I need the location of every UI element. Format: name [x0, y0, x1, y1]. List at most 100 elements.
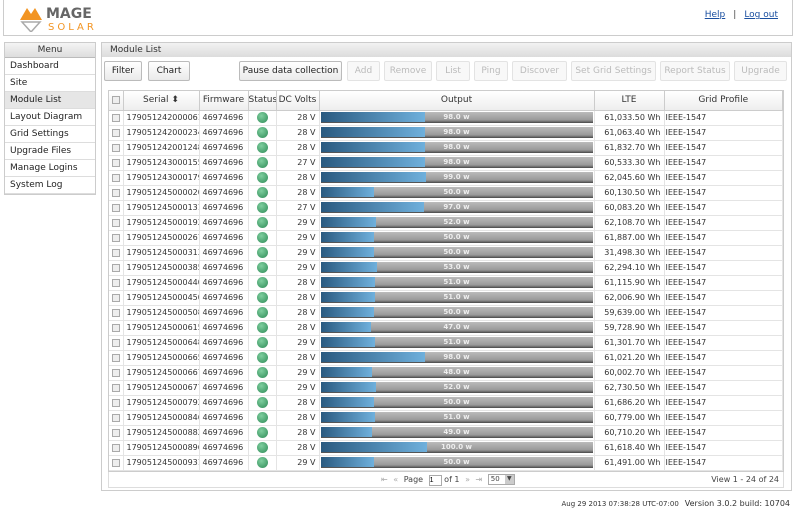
- row-checkbox[interactable]: [109, 365, 124, 381]
- row-checkbox[interactable]: [109, 260, 124, 276]
- serial-cell: 179051243000179: [123, 170, 200, 186]
- row-checkbox[interactable]: [109, 455, 124, 471]
- row-checkbox[interactable]: [109, 305, 124, 321]
- table-row[interactable]: 179051245000931 46974696 29 V 50.0 w 61,491.…: [109, 455, 783, 471]
- output-value: 98.0 w: [443, 353, 470, 361]
- sidebar-item-system-log[interactable]: System Log: [5, 177, 95, 194]
- column-serial[interactable]: Serial ⬍: [123, 91, 200, 111]
- row-checkbox[interactable]: [109, 125, 124, 141]
- table-row[interactable]: 179051245000450 46974696 28 V 51.0 w 62,006.…: [109, 290, 783, 306]
- table-row[interactable]: 179051245000131 46974696 27 V 97.0 w 60,083.…: [109, 200, 783, 216]
- set-grid-settings-button[interactable]: Set Grid Settings: [571, 61, 656, 81]
- help-link[interactable]: Help: [704, 10, 726, 20]
- table-row[interactable]: 179051245000677 46974696 29 V 52.0 w 62,730.…: [109, 380, 783, 396]
- lte-cell: 61,301.70 Wh: [594, 335, 665, 351]
- row-checkbox[interactable]: [109, 350, 124, 366]
- row-checkbox[interactable]: [109, 290, 124, 306]
- pause-data-collection-button[interactable]: Pause data collection: [239, 61, 342, 81]
- table-row[interactable]: 179051243000179 46974696 28 V 99.0 w 62,045.…: [109, 170, 783, 186]
- row-checkbox[interactable]: [109, 380, 124, 396]
- column-dc-volts[interactable]: DC Volts: [276, 91, 320, 111]
- row-checkbox[interactable]: [109, 425, 124, 441]
- dc-volts-cell: 29 V: [276, 230, 320, 246]
- add-button[interactable]: Add: [347, 61, 380, 81]
- row-checkbox[interactable]: [109, 335, 124, 351]
- table-row[interactable]: 179051245000896 46974696 28 V 100.0 w 61,618…: [109, 440, 783, 456]
- row-checkbox[interactable]: [109, 155, 124, 171]
- column-status[interactable]: Status: [248, 91, 277, 111]
- column-grid-profile[interactable]: Grid Profile: [664, 91, 783, 111]
- grid-profile-cell: IEEE-1547: [664, 425, 783, 441]
- page-input[interactable]: [428, 475, 442, 486]
- row-checkbox[interactable]: [109, 215, 124, 231]
- sidebar-item-module-list[interactable]: Module List: [5, 92, 95, 109]
- serial-cell: 179051245000267: [123, 230, 200, 246]
- dc-volts-cell: 29 V: [276, 245, 320, 261]
- table-row[interactable]: 179051245000882 46974696 28 V 49.0 w 60,710.…: [109, 425, 783, 441]
- last-page-icon[interactable]: ⇥: [475, 475, 483, 484]
- table-row[interactable]: 179051245000792 46974696 28 V 50.0 w 61,686.…: [109, 395, 783, 411]
- table-row[interactable]: 179051245000440 46974696 28 V 51.0 w 61,115.…: [109, 275, 783, 291]
- row-checkbox[interactable]: [109, 395, 124, 411]
- row-checkbox[interactable]: [109, 410, 124, 426]
- report-status-button[interactable]: Report Status: [660, 61, 730, 81]
- table-row[interactable]: 179051245000192 46974696 29 V 52.0 w 62,108.…: [109, 215, 783, 231]
- output-bar: 50.0 w: [320, 247, 593, 258]
- table-row[interactable]: 179051245000648 46974696 29 V 51.0 w 61,301.…: [109, 335, 783, 351]
- next-page-icon[interactable]: »: [465, 475, 470, 484]
- column-lte[interactable]: LTE: [594, 91, 665, 111]
- discover-button[interactable]: Discover: [512, 61, 567, 81]
- table-row[interactable]: 179051242001248 46974696 28 V 98.0 w 61,832.…: [109, 140, 783, 156]
- firmware-cell: 46974696: [199, 275, 249, 291]
- row-checkbox[interactable]: [109, 230, 124, 246]
- serial-cell: 179051245000313: [123, 245, 200, 261]
- output-bar-fill: [320, 232, 374, 242]
- logout-link[interactable]: Log out: [744, 10, 778, 20]
- table-row[interactable]: 179051242000061 46974696 28 V 98.0 w 61,033.…: [109, 110, 783, 126]
- prev-page-icon[interactable]: «: [393, 475, 399, 484]
- table-row[interactable]: 179051245000385 46974696 29 V 53.0 w 62,294.…: [109, 260, 783, 276]
- table-row[interactable]: 179051245000665 46974696 28 V 98.0 w 61,021.…: [109, 350, 783, 366]
- table-row[interactable]: 179051245000267 46974696 29 V 50.0 w 61,887.…: [109, 230, 783, 246]
- row-checkbox[interactable]: [109, 185, 124, 201]
- list-button[interactable]: List: [436, 61, 470, 81]
- row-checkbox[interactable]: [109, 245, 124, 261]
- sort-ascending-icon: ⬍: [171, 95, 179, 106]
- column-output[interactable]: Output: [319, 91, 595, 111]
- first-page-icon[interactable]: ⇤: [381, 475, 388, 484]
- table-row[interactable]: 179051245000615 46974696 28 V 47.0 w 59,728.…: [109, 320, 783, 336]
- sidebar-item-site[interactable]: Site: [5, 75, 95, 92]
- output-bar-fill: [320, 277, 375, 287]
- sidebar-item-upgrade-files[interactable]: Upgrade Files: [5, 143, 95, 160]
- sidebar-item-dashboard[interactable]: Dashboard: [5, 58, 95, 75]
- row-checkbox[interactable]: [109, 200, 124, 216]
- page-size-select[interactable]: 50 ▼: [487, 474, 515, 485]
- table-row[interactable]: 179051245000313 46974696 29 V 50.0 w 31,498.…: [109, 245, 783, 261]
- output-bar-fill: [320, 337, 375, 347]
- sidebar-item-grid-settings[interactable]: Grid Settings: [5, 126, 95, 143]
- upgrade-button[interactable]: Upgrade: [734, 61, 787, 81]
- chart-button[interactable]: Chart: [148, 61, 190, 81]
- sidebar-item-manage-logins[interactable]: Manage Logins: [5, 160, 95, 177]
- table-row[interactable]: 179051243000155 46974696 27 V 98.0 w 60,533.…: [109, 155, 783, 171]
- remove-button[interactable]: Remove: [384, 61, 432, 81]
- column-firmware[interactable]: Firmware: [199, 91, 249, 111]
- row-checkbox[interactable]: [109, 140, 124, 156]
- table-row[interactable]: 179051245000020 46974696 28 V 50.0 w 60,130.…: [109, 185, 783, 201]
- filter-button[interactable]: Filter: [104, 61, 142, 81]
- table-row[interactable]: 179051245000508 46974696 28 V 50.0 w 59,639.…: [109, 305, 783, 321]
- select-all-checkbox[interactable]: [109, 91, 124, 111]
- row-checkbox[interactable]: [109, 320, 124, 336]
- table-row[interactable]: 179051242000234 46974696 28 V 98.0 w 61,063.…: [109, 125, 783, 141]
- sidebar-item-layout-diagram[interactable]: Layout Diagram: [5, 109, 95, 126]
- ping-button[interactable]: Ping: [474, 61, 508, 81]
- row-checkbox[interactable]: [109, 440, 124, 456]
- grid-profile-cell: IEEE-1547: [664, 365, 783, 381]
- row-checkbox[interactable]: [109, 275, 124, 291]
- firmware-cell: 46974696: [199, 290, 249, 306]
- status-cell: [248, 230, 277, 246]
- row-checkbox[interactable]: [109, 110, 124, 126]
- table-row[interactable]: 179051245000667 46974696 29 V 48.0 w 60,002.…: [109, 365, 783, 381]
- row-checkbox[interactable]: [109, 170, 124, 186]
- table-row[interactable]: 179051245000846 46974696 28 V 51.0 w 60,779.…: [109, 410, 783, 426]
